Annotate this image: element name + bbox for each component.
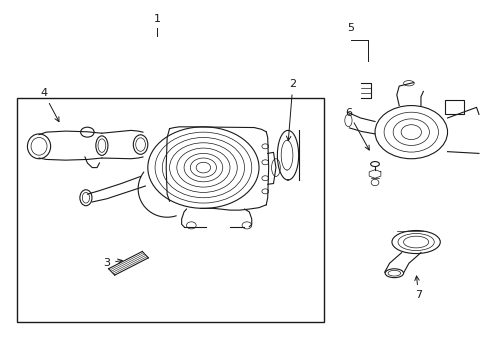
Bar [17,99,324,322]
Text: 4: 4 [40,88,59,122]
Text: 6: 6 [344,108,368,150]
Text: 3: 3 [103,258,122,268]
Text: 5: 5 [346,23,354,33]
Text: 7: 7 [414,276,421,300]
Text: 2: 2 [286,79,296,141]
Bar [444,100,464,114]
Text: 1: 1 [154,14,161,24]
